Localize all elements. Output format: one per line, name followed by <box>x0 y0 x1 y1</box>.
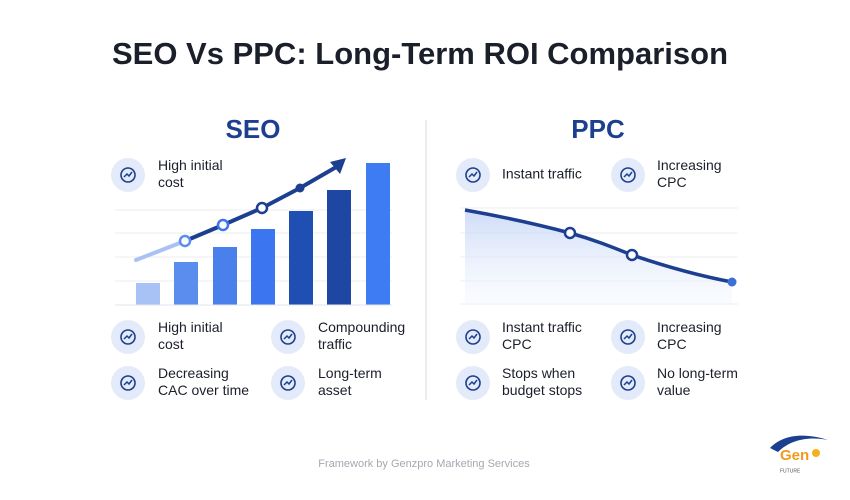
icon-glyph <box>623 333 633 340</box>
ppc-illustration <box>460 207 738 305</box>
item-text: CPC <box>502 336 532 352</box>
item-text: High initial <box>158 157 223 173</box>
item-text: High initial <box>158 319 223 335</box>
item-text: cost <box>158 174 184 190</box>
icon-glyph <box>280 329 296 345</box>
logo-tagline: FUTURE <box>780 468 801 474</box>
icon-glyph <box>468 333 478 340</box>
footer: Framework by Genzpro Marketing Services <box>318 458 530 470</box>
icon-glyph <box>123 171 133 178</box>
item-text: Increasing <box>657 157 722 173</box>
item-text: budget stops <box>502 382 582 398</box>
item-text: No long-term <box>657 365 738 381</box>
item-text: Compounding <box>318 319 405 335</box>
icon-glyph <box>468 379 478 386</box>
seo-heading: SEO <box>226 114 281 144</box>
icon-glyph <box>123 379 133 386</box>
icon-glyph <box>465 329 481 345</box>
title: SEO Vs PPC: Long-Term ROI Comparison <box>112 36 728 71</box>
item-text: Increasing <box>657 319 722 335</box>
icon-glyph <box>620 329 636 345</box>
icon-glyph <box>623 171 633 178</box>
icon-glyph <box>468 171 478 178</box>
icon-glyph <box>120 167 136 183</box>
item-text: Instant traffic <box>502 319 582 335</box>
item-text: cost <box>158 336 184 352</box>
icon-glyph <box>623 379 633 386</box>
item-text: asset <box>318 382 352 398</box>
item-text: Long-term <box>318 365 382 381</box>
icon-glyph <box>123 333 133 340</box>
icon-glyph <box>120 329 136 345</box>
item-text: Instant traffic <box>502 166 582 182</box>
icon-glyph <box>465 167 481 183</box>
feature-item: Instant traffic <box>456 158 582 192</box>
ppc-heading: PPC <box>571 114 625 144</box>
icon-glyph <box>283 379 293 386</box>
icon-glyph <box>120 375 136 391</box>
icon-glyph <box>283 333 293 340</box>
item-text: value <box>657 382 691 398</box>
item-text: CPC <box>657 174 687 190</box>
item-text: CPC <box>657 336 687 352</box>
seo-illustration <box>115 158 392 306</box>
logo: Gen FUTURE <box>770 435 828 474</box>
item-text: Stops when <box>502 365 575 381</box>
logo-name: Gen <box>780 447 809 464</box>
icon-glyph <box>620 167 636 183</box>
icon-glyph <box>620 375 636 391</box>
item-text: Decreasing <box>158 365 229 381</box>
item-text: CAC over time <box>158 382 249 398</box>
icon-glyph <box>465 375 481 391</box>
item-text: traffic <box>318 336 352 352</box>
icon-glyph <box>280 375 296 391</box>
